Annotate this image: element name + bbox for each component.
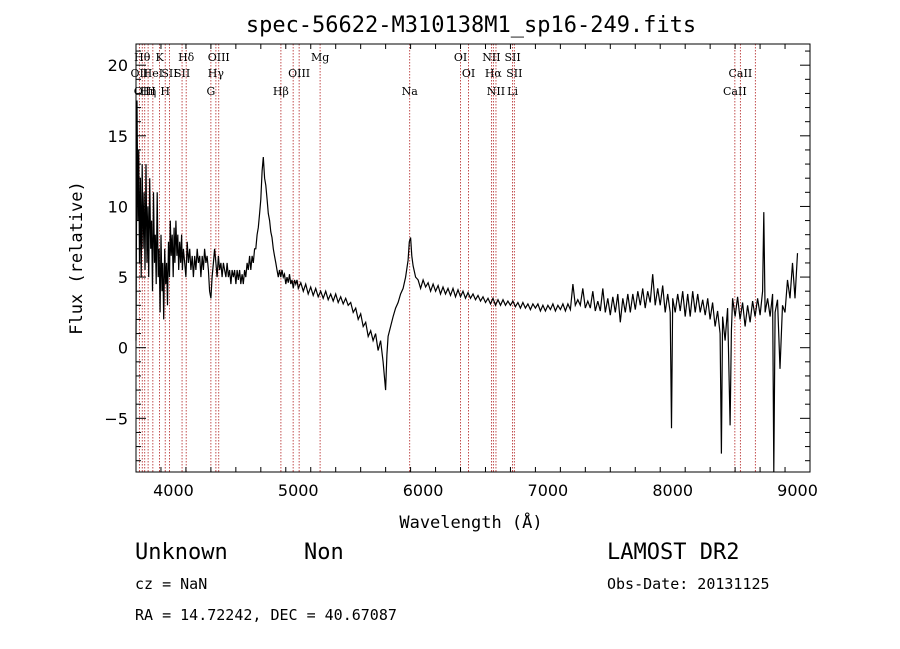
- redshift-value: cz = NaN: [135, 575, 207, 593]
- line-marker-label: OIII: [288, 67, 310, 80]
- line-marker-label: SII: [174, 67, 190, 80]
- line-marker-label: OIII: [134, 85, 156, 98]
- line-marker-label: H: [160, 85, 170, 98]
- x-tick-label: 9000: [777, 481, 818, 500]
- line-marker-label: OI: [454, 51, 467, 64]
- line-marker-label: SII: [504, 51, 520, 64]
- object-subclass: Non: [304, 540, 344, 565]
- line-marker-label: OIII: [208, 51, 230, 64]
- x-tick-label: 6000: [403, 481, 444, 500]
- line-marker-label: Hα: [485, 67, 503, 80]
- y-tick-label: 15: [108, 127, 128, 146]
- coordinates: RA = 14.72242, DEC = 40.67087: [135, 606, 397, 624]
- y-axis-label: Flux (relative): [67, 181, 87, 335]
- line-marker-label: CaII: [723, 85, 747, 98]
- plot-frame: [135, 43, 811, 473]
- x-axis-label: Wavelength (Å): [399, 511, 542, 533]
- line-marker-label: Hβ: [273, 85, 289, 98]
- line-marker-label: Na: [402, 85, 419, 98]
- y-tick-label: 5: [118, 268, 128, 287]
- x-tick-label: 7000: [528, 481, 569, 500]
- line-marker-label: Hη: [140, 85, 156, 98]
- spectral-line-labels: OIIHθOIIIHηHeIKHSIISIIHδGHγOIIIHβOIIIMgN…: [131, 51, 753, 98]
- line-marker-label: Hδ: [178, 51, 195, 64]
- line-marker-label: Mg: [311, 51, 329, 64]
- spectrum-series-line: [135, 100, 799, 473]
- line-marker-label: SII: [506, 67, 522, 80]
- y-tick-label: −5: [104, 409, 128, 428]
- line-marker-label: Li: [507, 85, 518, 98]
- object-class: Unknown: [135, 540, 228, 565]
- line-marker-label: NII: [487, 85, 505, 98]
- y-tick-label: 0: [118, 339, 128, 358]
- line-marker-label: Hθ: [134, 51, 151, 64]
- line-marker-label: NII: [482, 51, 500, 64]
- x-tick-label: 8000: [652, 481, 693, 500]
- survey-name: LAMOST DR2: [607, 540, 739, 565]
- line-marker-label: OII: [131, 67, 149, 80]
- line-marker-label: Hγ: [208, 67, 225, 80]
- line-marker-label: HeI: [143, 67, 163, 80]
- line-marker-label: SII: [161, 67, 177, 80]
- line-marker-label: G: [206, 85, 215, 98]
- chart-title: spec-56622-M310138M1_sp16-249.fits: [246, 13, 696, 38]
- x-tick-label: 5000: [278, 481, 319, 500]
- line-marker-label: K: [155, 51, 164, 64]
- obs-date: Obs-Date: 20131125: [607, 575, 770, 593]
- y-axis-ticks: −5 0 5 10 15 20: [104, 50, 810, 462]
- y-tick-label: 10: [108, 197, 128, 216]
- x-axis-ticks: 4000 5000 6000 7000 8000 9000: [135, 44, 818, 500]
- line-marker-label: CaII: [729, 67, 753, 80]
- line-marker-label: OI: [462, 67, 475, 80]
- y-tick-label: 20: [108, 56, 128, 75]
- x-tick-label: 4000: [153, 481, 194, 500]
- spectral-line-markers: [138, 44, 756, 472]
